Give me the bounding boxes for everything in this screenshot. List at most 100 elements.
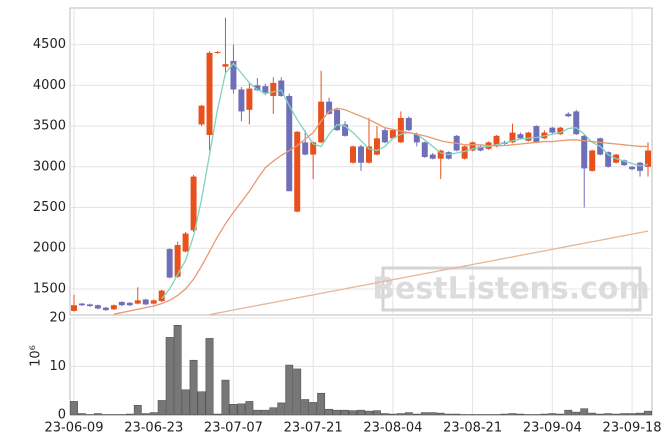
watermark: BestListens.com — [372, 272, 650, 307]
volume-bar — [221, 379, 230, 416]
candle-body — [421, 142, 428, 158]
candle-body — [365, 146, 372, 163]
candle-body — [222, 64, 229, 67]
moving-average-line — [113, 107, 649, 315]
candle-body — [565, 113, 572, 117]
x-tick-label: 23-08-04 — [363, 421, 422, 436]
x-tick-label: 23-07-21 — [284, 421, 343, 436]
volume-bar — [349, 410, 357, 416]
volume-bar — [508, 413, 517, 416]
volume-bar — [500, 413, 509, 416]
candle-body — [461, 146, 468, 159]
candle-body — [405, 117, 412, 131]
volume-bar — [452, 413, 461, 416]
volume-bar — [580, 408, 589, 416]
volume-bar — [325, 408, 334, 416]
volume-bar — [269, 407, 278, 416]
y-tick-label: 3500 — [33, 119, 66, 134]
volume-bar — [612, 413, 621, 416]
volume-bar — [516, 413, 525, 416]
volume-bar — [572, 411, 581, 416]
volume-bar — [365, 410, 373, 416]
y-tick-label: 4000 — [33, 78, 66, 93]
candle-body — [270, 82, 277, 96]
volume-bar — [229, 404, 238, 416]
volume-bar — [301, 399, 310, 416]
candle-body — [142, 299, 149, 305]
volume-bar — [165, 337, 174, 416]
volume-bar — [644, 410, 652, 416]
volume-bar — [293, 368, 302, 416]
volume-bar — [157, 400, 166, 416]
volume-bar — [388, 413, 397, 416]
volume-bar — [420, 412, 429, 416]
candle-body — [621, 160, 628, 166]
volume-bar — [197, 391, 206, 416]
candle-body — [230, 60, 237, 90]
candle-body — [174, 244, 181, 277]
volume-bar — [70, 401, 78, 416]
candle-body — [286, 95, 293, 192]
candle-body — [102, 307, 109, 311]
volume-bar — [333, 409, 341, 416]
volume-bar — [588, 412, 597, 416]
candle-body — [557, 127, 564, 135]
candle-body — [166, 249, 173, 278]
candle-body — [294, 131, 301, 212]
volume-bar — [245, 401, 254, 416]
candle-body — [397, 117, 404, 143]
candle-body — [437, 150, 444, 159]
candle-body — [126, 302, 133, 306]
volume-bar — [636, 412, 644, 416]
candle-body — [389, 130, 396, 139]
candle-body — [373, 138, 380, 155]
volume-unit-label: 10⁶ — [29, 345, 44, 367]
volume-bar — [396, 413, 405, 416]
candle-body — [150, 300, 157, 304]
volume-bar — [357, 409, 365, 416]
candle-body — [358, 146, 364, 163]
candle-body — [182, 233, 189, 252]
moving-average-line — [161, 62, 649, 300]
volume-bar — [556, 413, 565, 416]
volume-bar — [620, 413, 629, 416]
volume-bar — [205, 338, 214, 416]
candle-body — [605, 152, 612, 167]
moving-average-line — [209, 230, 649, 315]
candle-body — [342, 124, 349, 136]
candle-body — [238, 89, 245, 112]
x-tick-label: 23-07-07 — [204, 421, 263, 436]
candle-body — [549, 127, 556, 133]
candle-body — [302, 142, 309, 155]
volume-bar — [628, 413, 636, 416]
volume-bar — [436, 412, 445, 416]
candle-body — [134, 300, 141, 304]
y-tick-label: 2500 — [33, 200, 66, 215]
candle-body — [206, 52, 213, 136]
candle-body — [246, 88, 253, 110]
volume-bar — [373, 410, 381, 416]
volume-bar — [149, 412, 158, 416]
volume-bar — [540, 413, 549, 416]
volume-bar — [141, 413, 150, 416]
candle-body — [326, 101, 333, 114]
candle-body — [94, 305, 101, 309]
candle-body — [645, 150, 652, 167]
volume-bar — [173, 325, 182, 416]
candle-body — [78, 303, 85, 306]
volume-bar — [181, 389, 190, 416]
candle-body — [413, 134, 420, 143]
candle-body — [445, 152, 452, 159]
watermark-box — [381, 266, 642, 312]
y-tick-label: 2000 — [33, 241, 66, 256]
volume-bar — [93, 413, 102, 416]
y2-tick-label: 20 — [49, 311, 66, 326]
volume-bar — [428, 412, 437, 416]
candle-body — [110, 305, 117, 310]
candle-body — [158, 290, 165, 302]
candle-body — [629, 166, 636, 170]
volume-bar — [444, 413, 453, 416]
volume-bar — [277, 402, 286, 416]
volume-bar — [309, 402, 318, 416]
candle-body — [429, 154, 436, 159]
